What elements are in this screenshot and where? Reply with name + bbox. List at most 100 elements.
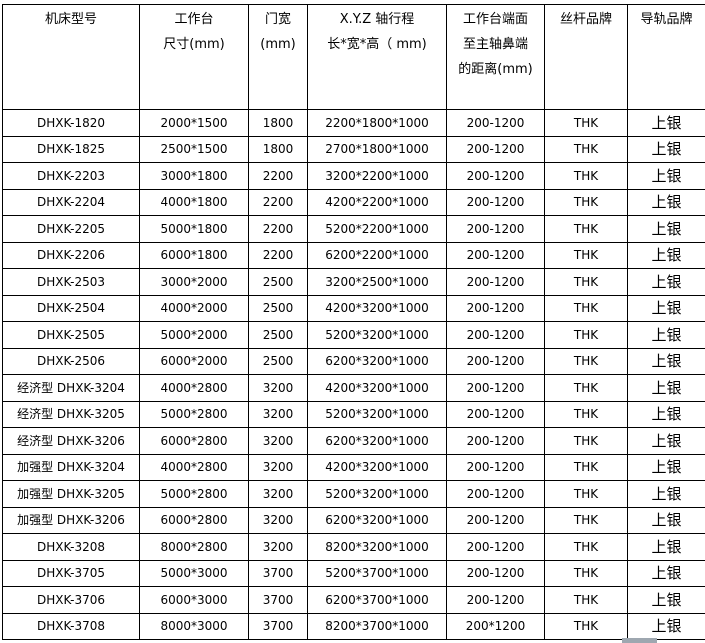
cell-table-size: 6000*2800 xyxy=(139,506,249,534)
cell-spindle-distance: 200-1200 xyxy=(446,480,545,508)
cell-screw-brand: THK xyxy=(544,347,628,375)
cell-table-size: 5000*2000 xyxy=(139,321,249,349)
cell-rail-brand: 上银 xyxy=(627,321,705,349)
cell-spindle-distance: 200-1200 xyxy=(446,400,545,428)
cell-xyz-travel: 4200*3200*1000 xyxy=(307,294,447,322)
cell-table-size: 8000*2800 xyxy=(139,533,249,561)
cell-spindle-distance: 200-1200 xyxy=(446,188,545,216)
cell-table-size: 5000*2800 xyxy=(139,480,249,508)
cell-rail-brand: 上银 xyxy=(627,109,705,137)
cell-model: DHXK-2506 xyxy=(2,347,140,375)
cell-door-width: 3200 xyxy=(248,374,308,402)
table-row: DHXK-3705 5000*3000 3700 5200*3700*1000 200-… xyxy=(2,559,705,587)
cell-door-width: 3200 xyxy=(248,533,308,561)
cell-screw-brand: THK xyxy=(544,586,628,614)
cell-table-size: 4000*2800 xyxy=(139,374,249,402)
cell-table-size: 5000*3000 xyxy=(139,559,249,587)
cell-model: DHXK-3705 xyxy=(2,559,140,587)
cell-door-width: 2500 xyxy=(248,347,308,375)
cell-rail-brand: 上银 xyxy=(627,268,705,296)
cell-model: 加强型 DHXK-3206 xyxy=(2,506,140,534)
header-line: 的距离(mm) xyxy=(458,62,533,77)
header-spindle-distance: 工作台端面 至主轴鼻端 的距离(mm) xyxy=(446,4,545,110)
cell-rail-brand: 上银 xyxy=(627,480,705,508)
cell-screw-brand: THK xyxy=(544,533,628,561)
cell-spindle-distance: 200-1200 xyxy=(446,586,545,614)
cell-table-size: 3000*2000 xyxy=(139,268,249,296)
table-row: 加强型 DHXK-3204 4000*2800 3200 4200*3200*1000… xyxy=(2,453,705,481)
cell-door-width: 2200 xyxy=(248,241,308,269)
header-row: 机床型号 工作台 尺寸(mm) 门宽 (mm) X.Y.Z 轴行程 长*宽*高（ mm) 工作… xyxy=(2,4,705,110)
cell-model: DHXK-2205 xyxy=(2,215,140,243)
cell-xyz-travel: 6200*2200*1000 xyxy=(307,241,447,269)
header-rail-brand: 导轨品牌 xyxy=(627,4,705,110)
cell-xyz-travel: 6200*3200*1000 xyxy=(307,506,447,534)
cell-rail-brand: 上银 xyxy=(627,374,705,402)
cell-door-width: 1800 xyxy=(248,109,308,137)
header-screw-brand: 丝杆品牌 xyxy=(544,4,628,110)
cell-model: 经济型 DHXK-3204 xyxy=(2,374,140,402)
cell-model: DHXK-2504 xyxy=(2,294,140,322)
cell-door-width: 3200 xyxy=(248,453,308,481)
table-row: 经济型 DHXK-3206 6000*2800 3200 6200*3200*1000… xyxy=(2,427,705,455)
table-row: DHXK-3708 8000*3000 3700 8200*3700*1000 200*… xyxy=(2,612,705,640)
cell-screw-brand: THK xyxy=(544,374,628,402)
cell-model: DHXK-1825 xyxy=(2,135,140,163)
cell-table-size: 4000*2000 xyxy=(139,294,249,322)
cell-rail-brand: 上银 xyxy=(627,427,705,455)
cell-rail-brand: 上银 xyxy=(627,453,705,481)
cell-model: 加强型 DHXK-3204 xyxy=(2,453,140,481)
cell-spindle-distance: 200-1200 xyxy=(446,453,545,481)
cell-spindle-distance: 200-1200 xyxy=(446,268,545,296)
cell-table-size: 4000*1800 xyxy=(139,188,249,216)
cell-model: DHXK-3208 xyxy=(2,533,140,561)
cell-xyz-travel: 2200*1800*1000 xyxy=(307,109,447,137)
scrollbar-thumb[interactable] xyxy=(622,638,657,643)
cell-screw-brand: THK xyxy=(544,135,628,163)
cell-screw-brand: THK xyxy=(544,506,628,534)
cell-screw-brand: THK xyxy=(544,480,628,508)
cell-rail-brand: 上银 xyxy=(627,135,705,163)
cell-spindle-distance: 200-1200 xyxy=(446,135,545,163)
cell-screw-brand: THK xyxy=(544,427,628,455)
cell-spindle-distance: 200-1200 xyxy=(446,559,545,587)
cell-screw-brand: THK xyxy=(544,109,628,137)
cell-table-size: 3000*1800 xyxy=(139,162,249,190)
header-line: 丝杆品牌 xyxy=(559,12,612,27)
header-line: 至主轴鼻端 xyxy=(462,37,528,52)
cell-xyz-travel: 4200*2200*1000 xyxy=(307,188,447,216)
cell-rail-brand: 上银 xyxy=(627,400,705,428)
cell-model: 加强型 DHXK-3205 xyxy=(2,480,140,508)
table-row: DHXK-2506 6000*2000 2500 6200*3200*1000 200-… xyxy=(2,347,705,375)
cell-screw-brand: THK xyxy=(544,453,628,481)
cell-spindle-distance: 200-1200 xyxy=(446,427,545,455)
table-row: 加强型 DHXK-3205 5000*2800 3200 5200*3200*1000… xyxy=(2,480,705,508)
cell-door-width: 3200 xyxy=(248,400,308,428)
header-xyz-travel: X.Y.Z 轴行程 长*宽*高（ mm) xyxy=(307,4,447,110)
table-row: DHXK-2504 4000*2000 2500 4200*3200*1000 200-… xyxy=(2,294,705,322)
cell-xyz-travel: 6200*3200*1000 xyxy=(307,347,447,375)
cell-model: DHXK-3706 xyxy=(2,586,140,614)
cell-screw-brand: THK xyxy=(544,321,628,349)
cell-table-size: 4000*2800 xyxy=(139,453,249,481)
cell-door-width: 2200 xyxy=(248,188,308,216)
header-line: 长*宽*高（ mm) xyxy=(327,37,427,52)
cell-spindle-distance: 200*1200 xyxy=(446,612,545,640)
cell-screw-brand: THK xyxy=(544,215,628,243)
cell-rail-brand: 上银 xyxy=(627,188,705,216)
cell-xyz-travel: 6200*3200*1000 xyxy=(307,427,447,455)
cell-screw-brand: THK xyxy=(544,294,628,322)
table-row: DHXK-2205 5000*1800 2200 5200*2200*1000 200-… xyxy=(2,215,705,243)
cell-door-width: 3700 xyxy=(248,586,308,614)
header-model: 机床型号 xyxy=(2,4,140,110)
cell-rail-brand: 上银 xyxy=(627,347,705,375)
cell-xyz-travel: 3200*2500*1000 xyxy=(307,268,447,296)
table-row: DHXK-3706 6000*3000 3700 6200*3700*1000 200-… xyxy=(2,586,705,614)
table-row: DHXK-2503 3000*2000 2500 3200*2500*1000 200-… xyxy=(2,268,705,296)
cell-table-size: 8000*3000 xyxy=(139,612,249,640)
cell-table-size: 5000*1800 xyxy=(139,215,249,243)
cell-spindle-distance: 200-1200 xyxy=(446,347,545,375)
cell-door-width: 3200 xyxy=(248,480,308,508)
cell-rail-brand: 上银 xyxy=(627,586,705,614)
cell-screw-brand: THK xyxy=(544,268,628,296)
